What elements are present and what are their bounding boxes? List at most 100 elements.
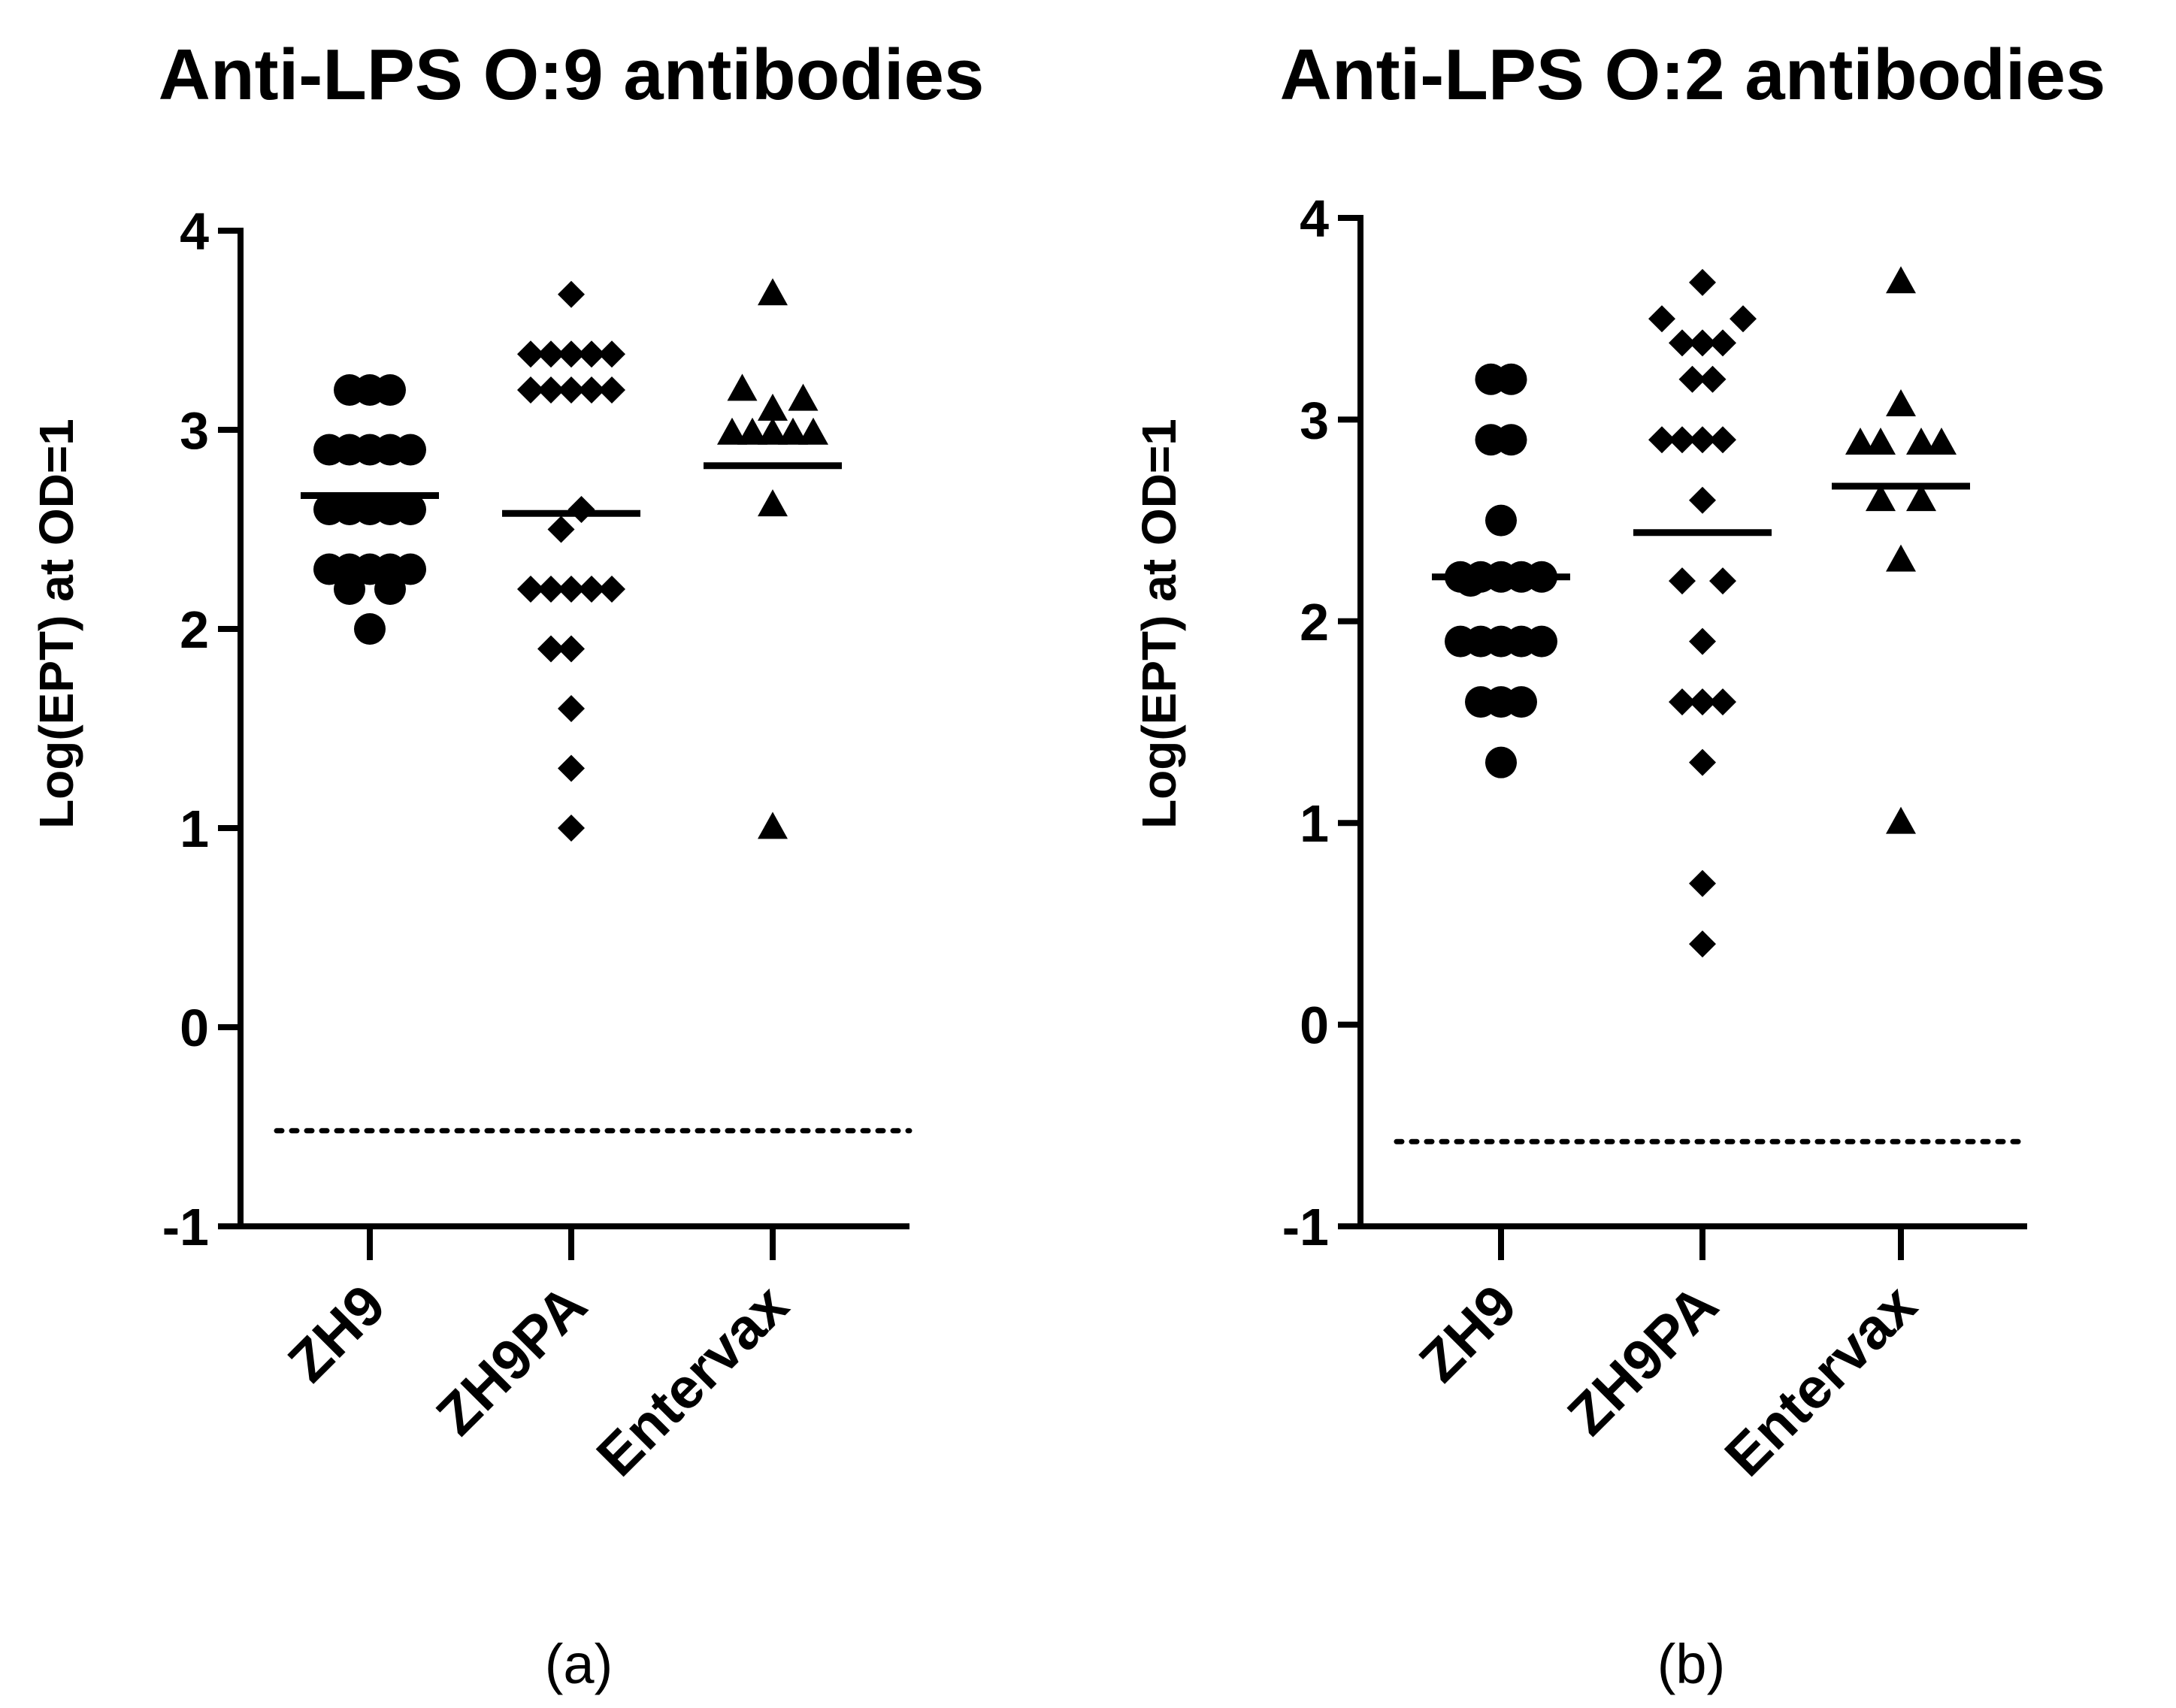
y-tick-label: 1 [180,800,209,858]
x-category-label: Entervax [1713,1273,1929,1489]
data-point-triangle [717,417,747,445]
y-tick-label: 4 [1300,189,1329,248]
chart-panel-b: Anti-LPS O:2 antibodies Log(EPT) at OD=1… [1088,0,2175,1708]
data-point-diamond [558,340,585,368]
data-point-circle [374,374,406,406]
data-point-diamond [558,695,585,722]
data-point-triangle [758,417,788,445]
data-point-diamond [578,376,605,404]
data-point-diamond [558,754,585,782]
data-point-diamond [1669,688,1696,716]
data-point-diamond [517,376,544,404]
data-point-diamond [517,576,544,603]
chart-panel-a: Anti-LPS O:9 antibodies Log(EPT) at OD=1… [29,35,985,1695]
data-point-triangle [758,489,788,517]
data-point-triangle [727,373,758,401]
data-point-circle [1485,746,1517,778]
data-point-diamond [558,280,585,308]
panel-caption: (b) [1657,1633,1725,1695]
data-point-circle [1485,504,1517,537]
data-point-triangle [1926,428,1957,455]
data-point-circle [395,553,426,585]
data-point-diamond [558,815,585,842]
data-point-triangle [737,417,767,445]
data-point-circle [354,613,386,645]
data-point-diamond [1730,305,1757,333]
y-tick-label: 3 [180,401,209,460]
x-category-label: ZH9PA [1556,1273,1730,1447]
data-point-diamond [1669,329,1696,357]
data-point-triangle [1886,544,1916,572]
data-point-triangle [758,393,788,421]
chart-b-svg: Anti-LPS O:2 antibodies Log(EPT) at OD=1… [1132,35,2106,1695]
data-point-triangle [1886,389,1916,417]
data-point-diamond [558,576,585,603]
chart-title: Anti-LPS O:9 antibodies [159,35,985,115]
data-point-circle [1526,625,1557,658]
data-point-triangle [788,383,819,411]
data-point-circle [1495,424,1527,456]
data-point-diamond [537,576,564,603]
data-point-triangle [1906,428,1936,455]
y-tick-label: -1 [1282,1198,1329,1256]
data-point-diamond [567,496,595,523]
data-point-diamond [1689,930,1716,958]
y-tick-label: 3 [1300,391,1329,449]
data-point-triangle [798,417,828,445]
data-point-diamond [1709,426,1736,454]
data-point-triangle [1886,266,1916,294]
data-point-circle [1495,363,1527,395]
x-category-label: ZH9 [276,1273,398,1395]
data-point-diamond [1689,688,1716,716]
data-point-diamond [1689,329,1716,357]
data-point-diamond [1669,567,1696,595]
data-point-diamond [578,576,605,603]
data-point-diamond [1689,486,1716,514]
chart-title: Anti-LPS O:2 antibodies [1280,35,2106,115]
y-tick-label: 2 [180,600,209,659]
data-point-diamond [547,515,575,543]
data-point-diamond [1689,426,1716,454]
data-point-diamond [1689,627,1716,655]
x-category-label: ZH9 [1407,1273,1529,1395]
data-point-circle [1454,565,1487,597]
x-category-label: ZH9PA [425,1273,599,1447]
y-tick-label: 4 [180,202,209,261]
data-point-diamond [1648,426,1675,454]
data-point-diamond [1699,365,1727,393]
data-point-diamond [1669,426,1696,454]
data-point-diamond [558,376,585,404]
y-tick-label: 0 [1300,996,1329,1055]
data-point-diamond [1689,748,1716,776]
data-point-circle [1506,686,1537,718]
data-point-diamond [1648,305,1675,333]
data-point-diamond [598,376,625,404]
data-point-triangle [758,278,788,306]
data-point-triangle [1845,428,1875,455]
y-tick-label: 0 [180,999,209,1057]
data-point-triangle [1886,806,1916,834]
data-point-diamond [1689,869,1716,897]
data-point-triangle [1866,428,1896,455]
y-axis-label: Log(EPT) at OD=1 [29,419,83,829]
data-point-diamond [1678,365,1706,393]
data-point-diamond [517,340,544,368]
x-category-label: Entervax [585,1273,800,1489]
data-point-circle [395,434,426,466]
data-point-diamond [537,635,564,663]
data-point-diamond [1709,688,1736,716]
data-point-diamond [578,340,605,368]
y-axis-label: Log(EPT) at OD=1 [1132,419,1186,829]
data-point-diamond [1689,268,1716,296]
chart-a-svg: Anti-LPS O:9 antibodies Log(EPT) at OD=1… [29,35,985,1695]
data-point-triangle [1866,484,1896,512]
panel-caption: (a) [545,1633,613,1695]
data-point-diamond [598,340,625,368]
data-point-triangle [778,417,808,445]
data-point-circle [374,573,406,605]
y-tick-label: 2 [1300,593,1329,651]
data-point-diamond [537,376,564,404]
data-point-circle [395,494,426,525]
data-point-diamond [1709,329,1736,357]
y-tick-label: 1 [1300,794,1329,853]
